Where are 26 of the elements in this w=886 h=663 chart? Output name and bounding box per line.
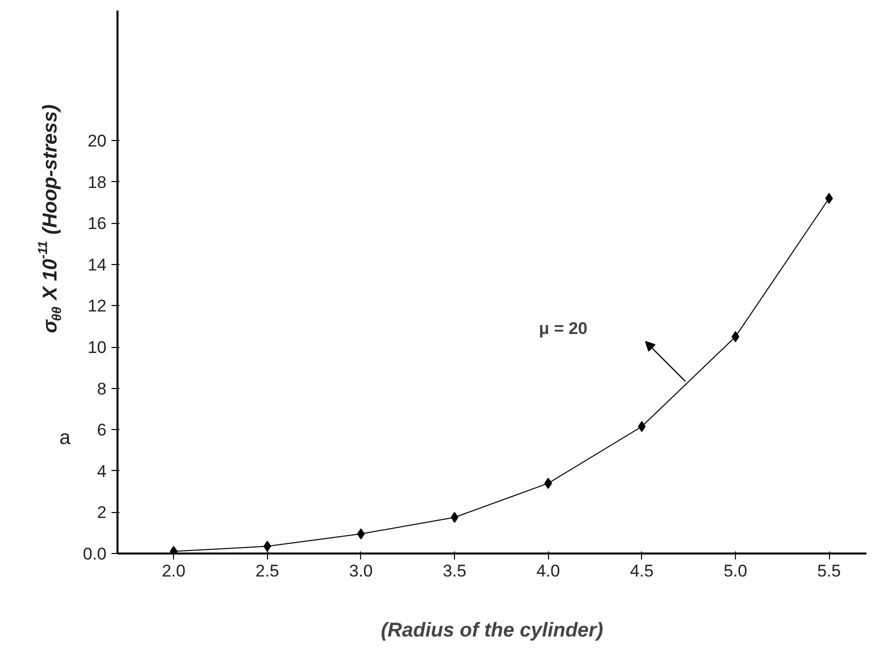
point	[263, 540, 272, 552]
y-tick-label: 12	[88, 296, 107, 316]
x-axis-title: (Radius of the cylinder)	[380, 620, 604, 642]
x-tick-label: 2.0	[162, 562, 186, 580]
annotation: μ = 20	[538, 319, 588, 338]
y-tick-label: 4	[97, 462, 107, 481]
y-tick-label: 10	[88, 338, 107, 358]
point	[544, 478, 552, 489]
x-tick-label: 5.0	[724, 562, 748, 580]
x-tick-label: 5.5	[817, 562, 841, 580]
y-tick-label: 16	[88, 214, 107, 234]
point	[638, 421, 646, 432]
text: a	[59, 426, 72, 449]
y-tick-label: 20	[88, 132, 107, 151]
y-axis-title: σθθ X 10-11 (Hoop-stress)	[35, 104, 64, 334]
y-tick-label: 14	[88, 255, 107, 274]
y-tick-label: 6	[97, 420, 107, 440]
y-tick-label: 18	[88, 172, 107, 192]
x-tick-label: 4.5	[630, 562, 654, 580]
x-tick-label: 2.5	[255, 562, 280, 580]
x-tick-label: 3.5	[442, 562, 466, 580]
y-tick-label: 0.0	[82, 544, 107, 564]
x-tick-label: 3.0	[349, 562, 373, 580]
y-tick-label: 2	[97, 503, 107, 522]
y-tick-label: 8	[97, 379, 107, 398]
x-tick-label: 4.0	[536, 562, 560, 580]
